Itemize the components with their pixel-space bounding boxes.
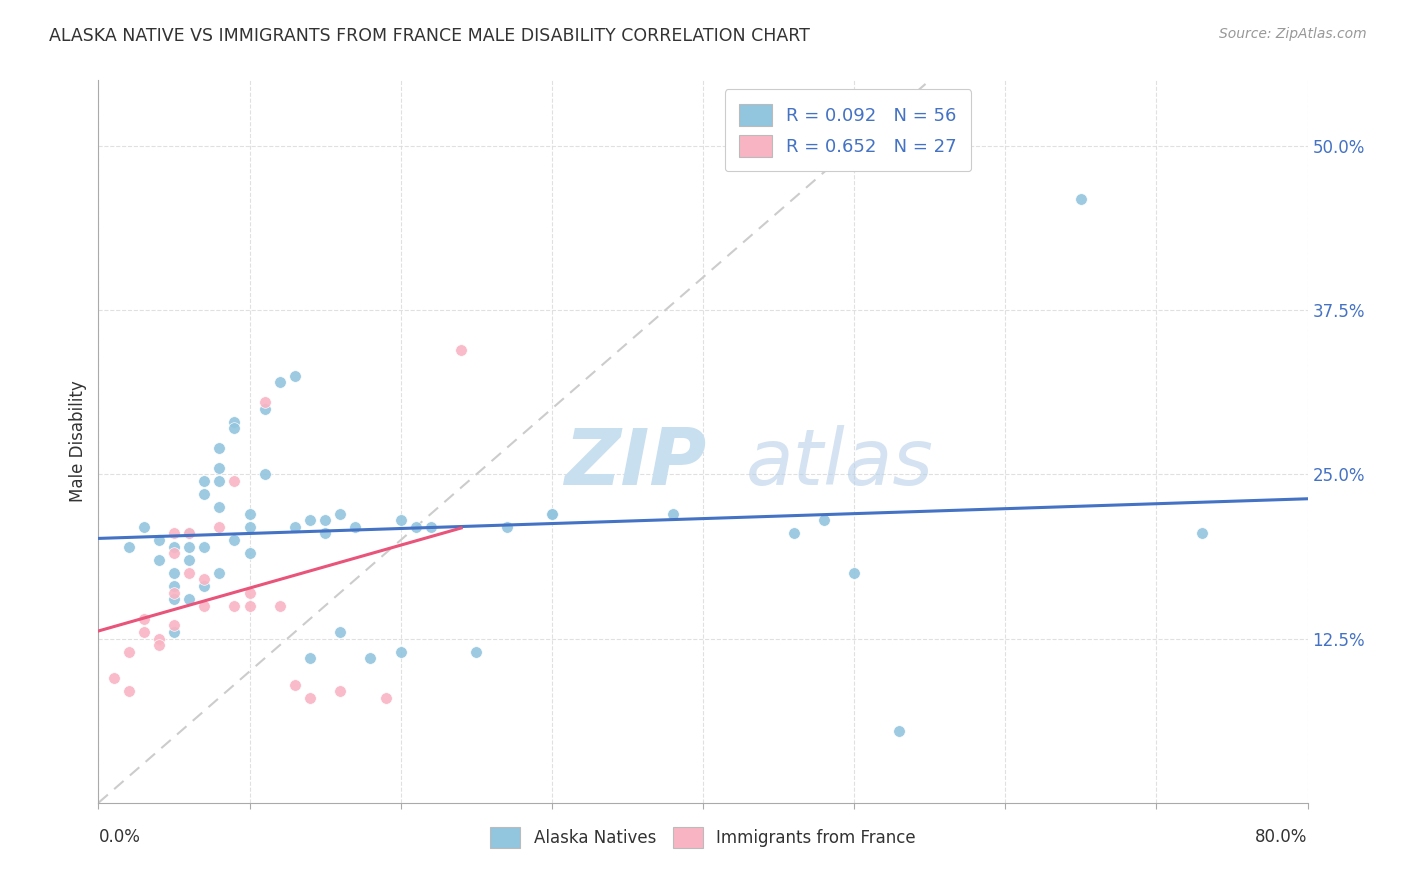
Point [1070, 192, 1092, 206]
Point [224, 421, 246, 435]
Point [163, 579, 186, 593]
Point [269, 376, 291, 390]
Point [163, 540, 186, 554]
Point [329, 625, 352, 640]
Point [420, 520, 443, 534]
Point [314, 526, 336, 541]
Point [224, 415, 246, 429]
Point [193, 540, 215, 554]
Point [163, 618, 186, 632]
Point [314, 513, 336, 527]
Point [253, 467, 276, 482]
Point [284, 520, 307, 534]
Point [132, 520, 155, 534]
Point [148, 553, 170, 567]
Point [163, 625, 186, 640]
Point [179, 526, 201, 541]
Point [208, 441, 231, 455]
Point [224, 599, 246, 613]
Point [148, 632, 170, 646]
Point [239, 585, 262, 599]
Point [163, 592, 186, 607]
Point [253, 401, 276, 416]
Point [208, 520, 231, 534]
Point [163, 546, 186, 560]
Point [269, 599, 291, 613]
Point [450, 343, 472, 357]
Point [540, 507, 562, 521]
Point [179, 540, 201, 554]
Point [224, 474, 246, 488]
Text: atlas: atlas [745, 425, 934, 501]
Point [299, 690, 322, 705]
Point [253, 395, 276, 409]
Text: ALASKA NATIVE VS IMMIGRANTS FROM FRANCE MALE DISABILITY CORRELATION CHART: ALASKA NATIVE VS IMMIGRANTS FROM FRANCE … [49, 27, 810, 45]
Point [783, 526, 806, 541]
Point [208, 474, 231, 488]
Point [132, 612, 155, 626]
Legend: Alaska Natives, Immigrants from France: Alaska Natives, Immigrants from France [482, 819, 924, 856]
Point [193, 599, 215, 613]
Point [284, 677, 307, 691]
Point [163, 526, 186, 541]
Point [329, 507, 352, 521]
Point [299, 513, 322, 527]
Point [661, 507, 683, 521]
Point [329, 684, 352, 698]
Point [299, 651, 322, 665]
Y-axis label: Male Disability: Male Disability [69, 381, 87, 502]
Point [284, 368, 307, 383]
Point [389, 513, 412, 527]
Point [208, 500, 231, 515]
Point [132, 625, 155, 640]
Text: ZIP: ZIP [564, 425, 706, 501]
Point [179, 553, 201, 567]
Point [360, 651, 382, 665]
Point [208, 460, 231, 475]
Point [224, 533, 246, 547]
Point [405, 520, 427, 534]
Point [148, 638, 170, 652]
Point [118, 684, 141, 698]
Point [374, 690, 396, 705]
Point [495, 520, 517, 534]
Point [163, 566, 186, 580]
Point [208, 566, 231, 580]
Text: 0.0%: 0.0% [98, 828, 141, 846]
Point [344, 520, 367, 534]
Point [1191, 526, 1213, 541]
Point [540, 507, 562, 521]
Point [889, 723, 911, 738]
Point [118, 540, 141, 554]
Point [118, 645, 141, 659]
Point [813, 513, 835, 527]
Point [193, 579, 215, 593]
Text: Source: ZipAtlas.com: Source: ZipAtlas.com [1219, 27, 1367, 41]
Point [193, 474, 215, 488]
Point [179, 526, 201, 541]
Point [239, 507, 262, 521]
Point [239, 599, 262, 613]
Point [844, 566, 866, 580]
Point [163, 585, 186, 599]
Point [239, 546, 262, 560]
Point [239, 520, 262, 534]
Point [389, 645, 412, 659]
Point [179, 592, 201, 607]
Text: 80.0%: 80.0% [1256, 828, 1308, 846]
Point [179, 566, 201, 580]
Point [193, 487, 215, 501]
Point [193, 573, 215, 587]
Point [465, 645, 488, 659]
Point [148, 533, 170, 547]
Point [103, 671, 125, 685]
